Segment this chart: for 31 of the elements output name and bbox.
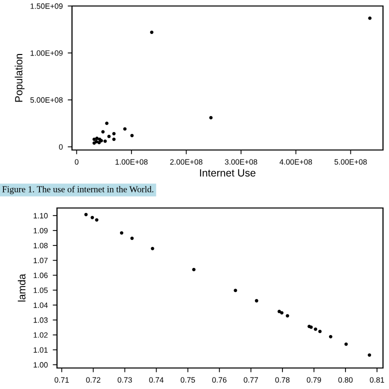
- x-axis-title: Internet Use: [200, 169, 256, 177]
- point: [368, 16, 372, 20]
- point: [92, 138, 96, 141]
- point: [150, 30, 154, 34]
- point: [95, 136, 99, 140]
- caption: Figure 1. The use of internet in the World.: [2, 186, 154, 194]
- point: [105, 122, 108, 126]
- point: [101, 130, 105, 134]
- point: [314, 328, 318, 331]
- point: [95, 218, 98, 222]
- y-axis-title: Population: [14, 54, 24, 102]
- point: [344, 342, 348, 346]
- point: [123, 127, 127, 131]
- point: [120, 231, 124, 235]
- point: [130, 236, 134, 240]
- y-axis-title: lamda: [18, 274, 26, 302]
- point: [92, 141, 96, 145]
- point: [318, 330, 322, 334]
- point: [112, 138, 116, 141]
- point: [328, 334, 332, 338]
- point: [254, 299, 258, 302]
- point: [209, 116, 213, 120]
- point: [192, 268, 196, 272]
- point: [278, 310, 281, 314]
- point: [280, 311, 284, 315]
- point: [97, 140, 101, 144]
- point: [286, 314, 290, 318]
- point: [90, 216, 94, 220]
- point: [234, 288, 238, 292]
- point: [112, 132, 116, 136]
- point: [103, 139, 107, 143]
